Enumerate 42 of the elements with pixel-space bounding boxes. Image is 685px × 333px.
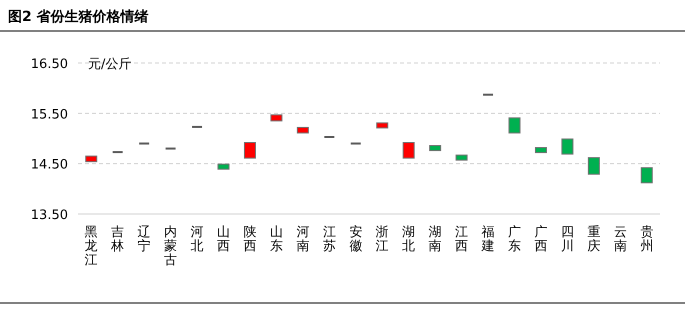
candlestick: [244, 142, 256, 159]
candlestick: [429, 145, 442, 152]
x-tick-label: 陕西: [243, 225, 256, 254]
x-tick-label: 浙江: [376, 225, 389, 254]
x-tick-label: 辽宁: [138, 225, 151, 254]
candlestick: [85, 156, 98, 162]
candlestick: [588, 157, 600, 175]
y-tick-label: 15.50: [30, 107, 68, 122]
candlestick: [561, 138, 574, 155]
candlestick: [640, 167, 653, 184]
x-tick-label: 福建: [480, 225, 495, 254]
y-tick-label: 13.50: [30, 208, 68, 223]
x-tick-label: 河南: [296, 225, 310, 254]
x-tick-label: 广东: [508, 225, 521, 254]
candlestick: [534, 147, 547, 154]
x-tick-label: 山西: [217, 225, 230, 254]
x-tick-label: 黑龙江: [84, 225, 98, 268]
candlestick: [376, 122, 388, 128]
x-tick-label: 湖南: [428, 225, 442, 254]
x-tick-label: 四川: [560, 225, 574, 254]
x-tick-label: 河北: [190, 225, 204, 254]
y-tick-label: 14.50: [30, 158, 68, 173]
x-tick-label: 吉林: [110, 225, 124, 254]
x-tick-label: 山东: [270, 225, 283, 254]
x-tick-label: 湖北: [402, 225, 416, 254]
candlestick: [456, 154, 468, 161]
candlestick: [508, 117, 520, 134]
x-tick-label: 内蒙古: [164, 225, 178, 268]
candlestick: [270, 114, 282, 122]
x-tick-label: 江苏: [322, 225, 336, 254]
x-tick-label: 贵州: [640, 225, 654, 254]
candlestick: [218, 164, 230, 170]
x-tick-label: 安徽: [349, 224, 362, 254]
y-tick-label: 16.50: [30, 57, 68, 72]
x-tick-label: 云南: [614, 225, 627, 254]
x-tick-label: 广西: [534, 225, 548, 254]
candlestick: [296, 126, 309, 134]
chart-title: 图2 省份生猪价格情绪: [8, 9, 149, 25]
candlestick: [402, 142, 415, 159]
x-tick-label: 重庆: [587, 225, 600, 254]
y-axis-title: 元/公斤: [88, 57, 132, 72]
x-tick-label: 江西: [455, 225, 468, 254]
